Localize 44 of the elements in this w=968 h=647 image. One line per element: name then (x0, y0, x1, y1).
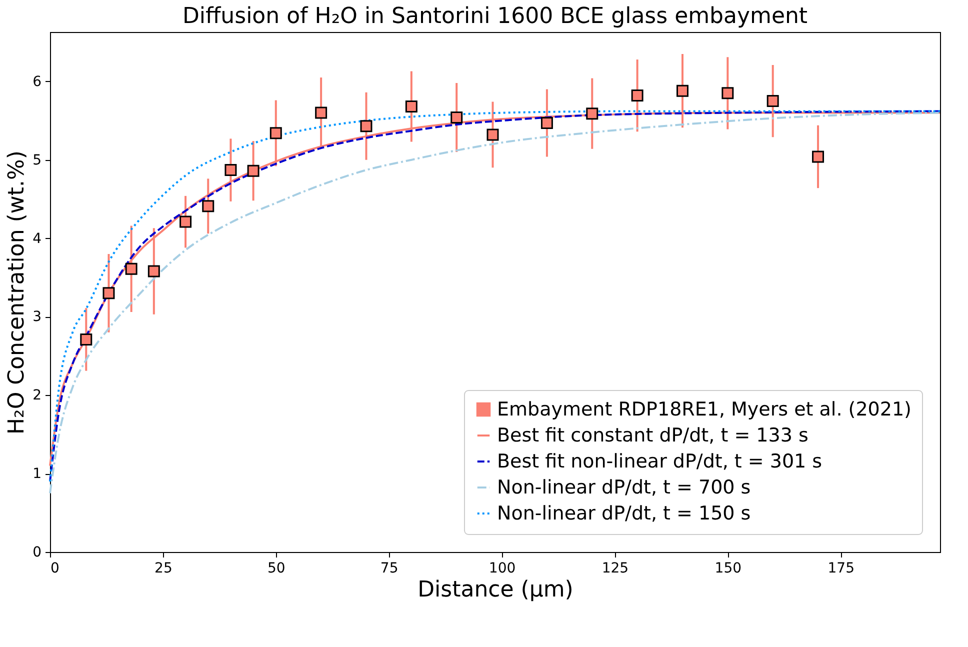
point (180, 216, 192, 228)
legend-label: Best fit constant dP/dt, t = 133 s (497, 424, 808, 446)
point (80, 333, 92, 346)
y-tick-label: 6 (32, 74, 42, 90)
legend-label: Best fit non-linear dP/dt, t = 301 s (497, 450, 822, 472)
x-tick-label: 175 (828, 560, 854, 576)
chart-title: Diffusion of H₂O in Santorini 1600 BCE glass embayment (182, 4, 808, 29)
point (148, 265, 160, 278)
point (722, 87, 734, 100)
x-tick-label: 125 (602, 560, 629, 576)
y-tick-label: 2 (32, 388, 42, 404)
point (202, 200, 214, 212)
point (360, 120, 372, 132)
x-tick-label: 100 (488, 560, 516, 576)
y-tick-label: 3 (32, 309, 42, 326)
point (812, 150, 824, 163)
point (102, 287, 115, 300)
point (586, 108, 598, 120)
legend-label: Non-linear dP/dt, t = 700 s (497, 476, 751, 498)
x-tick-label: 75 (380, 560, 398, 576)
point (631, 90, 644, 102)
y-tick-label: 5 (32, 152, 42, 168)
point (540, 116, 553, 129)
y-tick-label: 4 (32, 230, 42, 247)
y-tick-label: 0 (32, 544, 42, 560)
point (405, 100, 418, 113)
point (270, 127, 282, 140)
x-tick-label: 150 (714, 560, 742, 576)
y-tick-label: 1 (32, 466, 42, 482)
point (450, 111, 463, 124)
x-tick-label: 50 (267, 560, 286, 576)
point (247, 164, 260, 177)
legend-label: Embayment RDP18RE1, Myers et al. (2021) (497, 398, 912, 420)
point (125, 262, 138, 275)
point (315, 106, 328, 119)
legend-label: Non-linear dP/dt, t = 150 s (497, 502, 751, 524)
x-tick-label: 25 (154, 560, 172, 576)
point (766, 95, 779, 108)
x-tick-label: 0 (50, 560, 60, 576)
point (676, 84, 688, 97)
y-axis-title: H₂O Concentration (wt.%) (4, 150, 30, 434)
point (486, 128, 499, 141)
x-axis-title: Distance (μm) (418, 578, 574, 602)
point (224, 164, 237, 176)
